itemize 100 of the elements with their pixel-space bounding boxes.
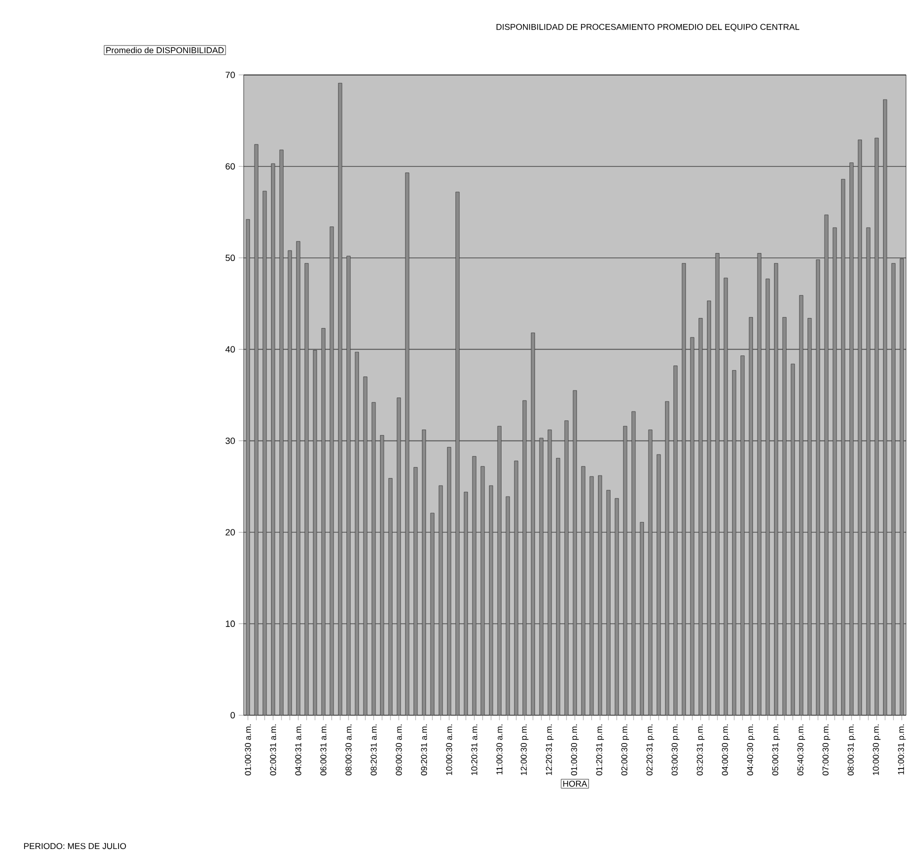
y-tick-label: 40 xyxy=(225,346,235,352)
bar xyxy=(900,258,904,716)
bar xyxy=(548,430,552,716)
x-tick-label: 08:00:31 p.m. xyxy=(848,724,856,776)
x-tick-label: 02:20:31 p.m. xyxy=(646,724,654,776)
bar xyxy=(690,337,694,716)
bar xyxy=(724,278,728,716)
x-tick-label: 05:00:31 p.m. xyxy=(772,724,780,776)
bar xyxy=(346,256,351,716)
bar xyxy=(506,496,510,716)
x-tick-label: 09:00:30 a.m. xyxy=(396,724,402,776)
bar xyxy=(330,226,334,716)
x-tick-label: 10:00:30 a.m. xyxy=(446,724,452,775)
x-tick-label: 06:00:31 a.m. xyxy=(320,724,326,776)
bar xyxy=(757,253,762,716)
bar xyxy=(388,478,392,716)
bar xyxy=(614,498,619,716)
x-tick-label: 05:40:30 p.m. xyxy=(797,724,806,776)
x-tick-label: 11:00:31 p.m. xyxy=(898,724,906,774)
bar xyxy=(774,263,778,716)
bar xyxy=(456,192,460,716)
bar xyxy=(673,366,678,716)
bar xyxy=(808,318,812,716)
bar xyxy=(623,426,628,716)
bar xyxy=(824,214,828,716)
y-axis-title: Promedio de DISPONIBILIDAD xyxy=(106,46,224,54)
x-axis-title: HORA xyxy=(563,780,588,787)
bar xyxy=(405,172,410,716)
bar xyxy=(790,364,795,716)
bar xyxy=(648,430,652,716)
bar xyxy=(598,475,602,716)
bar xyxy=(396,398,401,716)
bar xyxy=(665,401,670,716)
bar xyxy=(850,162,854,716)
bar xyxy=(866,227,870,716)
bar xyxy=(430,512,434,716)
bar xyxy=(380,435,384,716)
bar xyxy=(288,250,292,716)
bar xyxy=(682,263,686,716)
bar xyxy=(354,352,359,716)
bar xyxy=(514,460,518,716)
bar xyxy=(572,390,577,716)
bar xyxy=(707,300,712,716)
x-tick-label: 12:00:30 p.m. xyxy=(520,724,528,775)
x-tick-label: 01:00:30 p.m. xyxy=(571,724,579,776)
bar xyxy=(748,317,753,716)
y-tick-label: 10 xyxy=(226,620,235,627)
bar xyxy=(422,430,426,716)
y-tick-label: 50 xyxy=(226,254,235,262)
x-tick-label: 12:20:31 p.m. xyxy=(546,724,554,775)
bar xyxy=(816,259,820,716)
bar xyxy=(590,476,594,716)
y-tick-label: 0 xyxy=(230,712,235,718)
bar xyxy=(832,227,837,716)
bar xyxy=(497,426,502,716)
bar xyxy=(883,99,888,716)
bar xyxy=(489,485,494,716)
bar xyxy=(414,467,418,716)
bar xyxy=(313,350,317,716)
x-tick-label: 03:00:30 p.m. xyxy=(672,724,680,776)
bar xyxy=(841,178,846,716)
bar xyxy=(271,163,276,716)
x-tick-label: 03:20:31 p.m. xyxy=(696,724,704,776)
y-tick-label: 20 xyxy=(226,529,235,536)
x-tick-label: 04:00:30 p.m. xyxy=(722,724,730,776)
bar xyxy=(740,356,745,716)
bar xyxy=(321,328,326,716)
x-tick-label: 10:00:30 p.m. xyxy=(872,724,881,775)
bar xyxy=(891,263,896,716)
bar xyxy=(372,402,376,716)
x-tick-label: 07:00:30 p.m. xyxy=(822,724,830,776)
bar xyxy=(782,317,786,716)
bar xyxy=(363,376,368,716)
bar xyxy=(447,446,452,716)
bar xyxy=(715,253,720,716)
chart-title: DISPONIBILIDAD DE PROCESAMIENTO PROMEDIO DEL EQUIPO CENTRAL xyxy=(496,24,800,32)
bar xyxy=(581,466,586,716)
bar xyxy=(472,456,476,716)
x-tick-label: 10:20:31 a.m. xyxy=(471,724,478,775)
x-tick-label: 04:00:31 a.m. xyxy=(295,724,302,776)
bar xyxy=(338,82,342,716)
bar xyxy=(732,370,736,716)
bar xyxy=(262,190,267,716)
bar xyxy=(766,278,770,716)
bar xyxy=(799,295,804,716)
bar xyxy=(254,144,258,716)
x-tick-label: 08:20:31 a.m. xyxy=(370,724,377,776)
bar xyxy=(556,458,560,716)
y-tick-label: 30 xyxy=(226,438,235,444)
bar xyxy=(632,411,636,716)
x-tick-label: 08:00:30 a.m. xyxy=(346,724,352,776)
bar xyxy=(304,263,309,716)
bar xyxy=(656,454,661,716)
bar xyxy=(246,219,250,716)
y-tick-label: 70 xyxy=(226,72,235,78)
bar xyxy=(858,140,862,716)
x-tick-label: 01:00:30 a.m. xyxy=(244,724,251,776)
text: PERIODO: MES DE JULIO xyxy=(24,843,126,850)
bar xyxy=(296,241,300,716)
bar xyxy=(464,492,468,716)
